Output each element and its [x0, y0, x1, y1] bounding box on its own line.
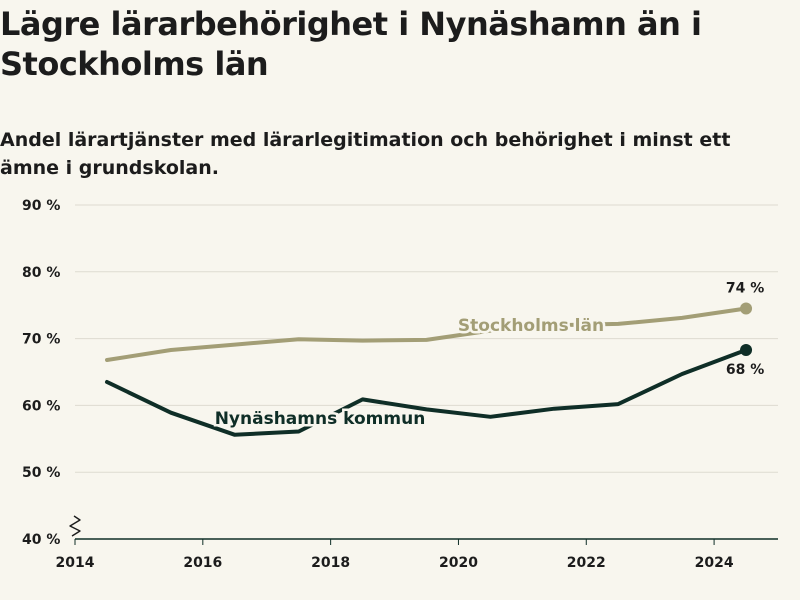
y-tick-label: 60 % [22, 398, 60, 414]
chart-subtitle: Andel lärartjänster med lärarlegitimatio… [0, 129, 731, 179]
y-tick-label: 50 % [22, 465, 60, 481]
series-endpoint [740, 343, 753, 356]
end-value-label: 68 % [726, 362, 764, 378]
series-line-stockholms-lan [105, 306, 748, 362]
chart-title: Lägre lärarbehörighet i Nynäshamn än i S… [0, 5, 702, 83]
end-value-label: 74 % [726, 281, 764, 297]
series-line-nynashamn [105, 348, 748, 437]
y-tick-label: 40 % [22, 532, 60, 548]
x-tick-label: 2020 [439, 555, 478, 571]
series-lines [105, 302, 753, 437]
series-label-stockholms-lan: Stockholms län [458, 316, 604, 336]
series-labels: 74 % 68 % Stockholms län Nynäshamns kommun [212, 281, 764, 432]
x-tick-label: 2014 [56, 555, 95, 571]
series-label-nynashamn: Nynäshamns kommun [215, 409, 426, 429]
y-axis-ticks: 40 % 50 % 60 % 70 % 80 % 90 % [22, 198, 60, 548]
y-tick-label: 70 % [22, 332, 60, 348]
x-tick-label: 2022 [567, 555, 606, 571]
series-endpoint [740, 302, 753, 315]
y-tick-label: 80 % [22, 265, 60, 281]
x-tick-label: 2024 [695, 555, 734, 571]
y-tick-label: 90 % [22, 198, 60, 214]
x-axis: 2014 2016 2018 2020 2022 2024 [56, 515, 778, 571]
x-tick-label: 2016 [183, 555, 222, 571]
axis-break-icon [69, 515, 81, 537]
x-tick-label: 2018 [311, 555, 350, 571]
